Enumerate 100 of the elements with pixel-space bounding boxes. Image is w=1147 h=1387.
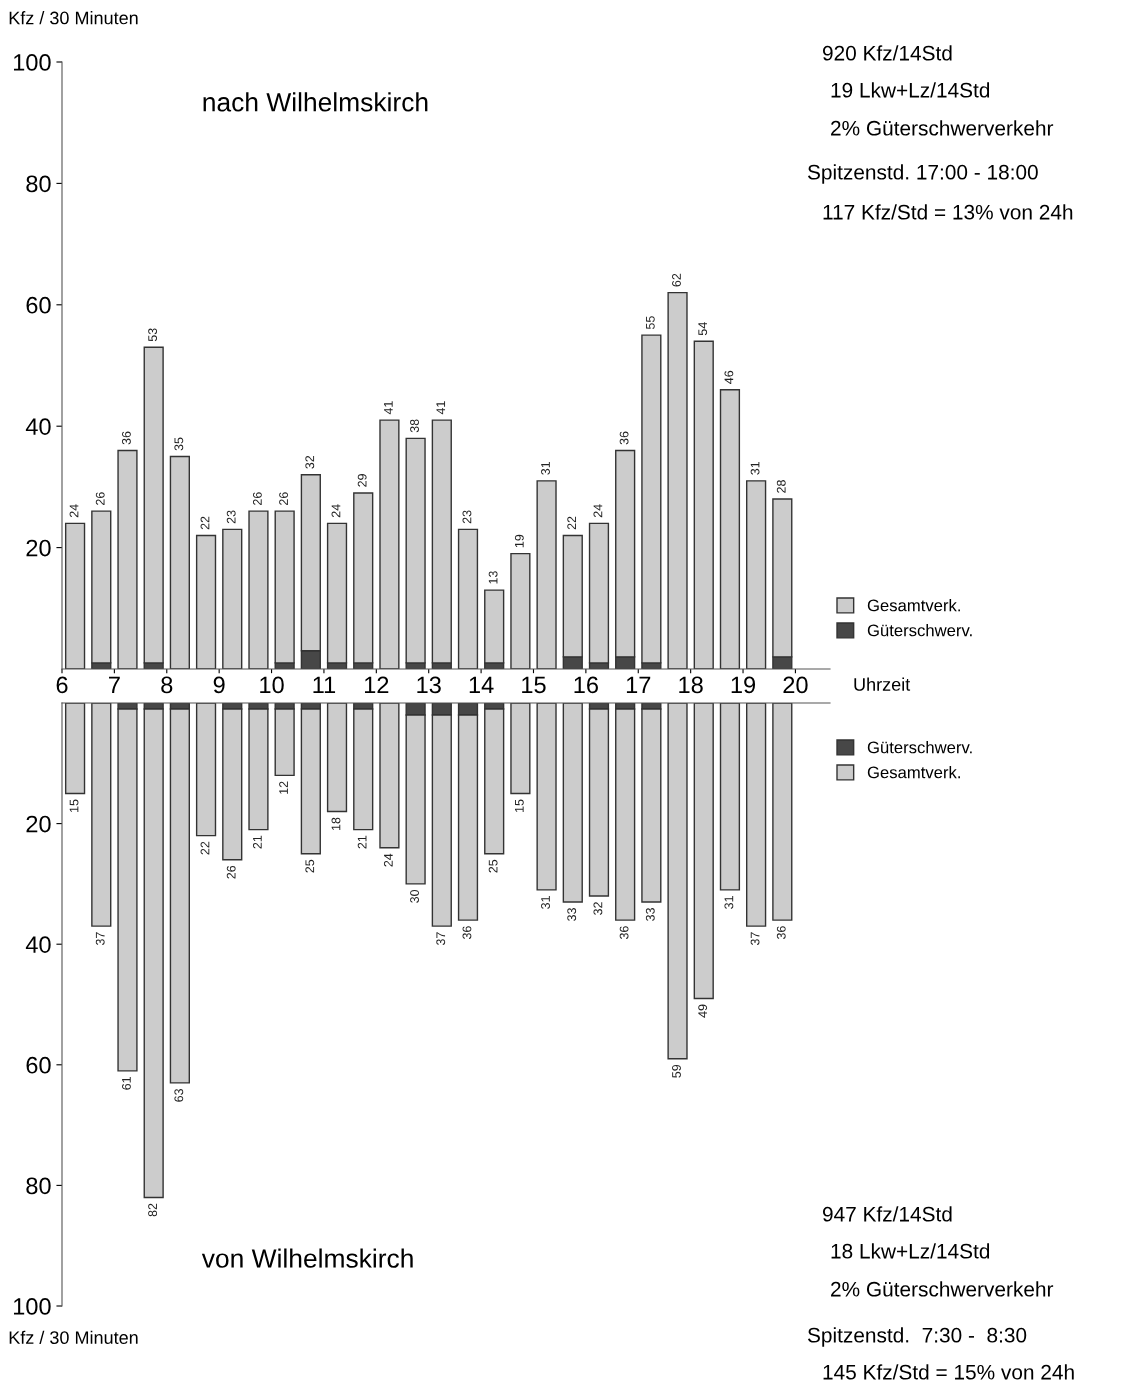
total-label: 55 xyxy=(645,316,655,330)
total-label: 54 xyxy=(698,322,708,336)
y-tick-label: 40 xyxy=(25,936,51,953)
text: 2% Güterschwerverkehr xyxy=(831,1281,1054,1297)
legend-label: Güterschwerv. xyxy=(867,624,972,637)
x-tick-label: 16 xyxy=(574,676,598,694)
x-tick-label: 7 xyxy=(109,676,120,694)
text: Gesamtverk. xyxy=(867,766,960,779)
annotation: Spitzenstd. 17:00 - 18:00 xyxy=(807,164,1038,184)
total-label: 24 xyxy=(383,853,393,867)
x-tick-label: 17 xyxy=(626,676,651,694)
bar xyxy=(484,589,505,664)
bar xyxy=(274,708,295,777)
text: 920 Kfz/14Std xyxy=(822,45,952,61)
x-tick-label: 9 xyxy=(213,676,225,694)
total-label: 37 xyxy=(436,932,446,946)
bar xyxy=(536,480,557,669)
x-tick-label: 20 xyxy=(783,676,808,694)
bar xyxy=(379,703,400,849)
bar xyxy=(91,510,112,664)
y-tick-label: 80 xyxy=(26,1177,51,1195)
y-tick-label: 40 xyxy=(25,418,51,435)
bar xyxy=(667,703,688,1060)
total-label: 31 xyxy=(750,461,760,475)
bar xyxy=(326,522,348,664)
y-tick-label: 80 xyxy=(26,175,51,193)
bar xyxy=(693,703,714,1000)
total-label: 21 xyxy=(252,835,262,849)
total-label: 13 xyxy=(488,571,498,584)
total-label: 36 xyxy=(121,431,131,445)
bar xyxy=(353,492,374,664)
y-tick-label: 20 xyxy=(26,539,51,557)
x-tick-label: 12 xyxy=(365,676,389,694)
bar xyxy=(772,703,793,921)
bar xyxy=(222,708,243,861)
total-label: 29 xyxy=(357,474,367,487)
annotation: 117 Kfz/Std = 13% von 24h xyxy=(823,204,1073,220)
total-label: 22 xyxy=(200,516,210,530)
bar xyxy=(431,419,452,664)
x-tick-label: 13 xyxy=(417,676,441,694)
total-label: 38 xyxy=(410,419,419,433)
y-tick-label: 20 xyxy=(26,815,51,833)
total-label: 30 xyxy=(410,889,419,903)
total-label: 23 xyxy=(226,510,236,524)
text: nach Wilhelmskirch xyxy=(203,92,428,112)
bar xyxy=(353,708,374,831)
bar xyxy=(562,703,583,903)
total-label: 36 xyxy=(462,926,472,940)
bar xyxy=(326,703,348,813)
total-label: 41 xyxy=(436,401,446,415)
bar xyxy=(746,480,767,669)
bar xyxy=(143,346,164,664)
x-tick-label: 18 xyxy=(679,676,703,694)
text: 145 Kfz/Std = 15% von 24h xyxy=(823,1364,1074,1380)
total-label: 31 xyxy=(541,896,550,909)
text: Güterschwerv. xyxy=(867,741,972,754)
bar xyxy=(117,449,138,669)
total-label: 26 xyxy=(226,865,236,879)
bar xyxy=(510,703,531,795)
legend-label: Gesamtverk. xyxy=(867,599,960,612)
x-tick-label: 14 xyxy=(469,676,494,694)
bar xyxy=(588,708,610,897)
total-label: 21 xyxy=(357,835,367,849)
bar xyxy=(379,419,400,669)
bar xyxy=(746,703,767,927)
total-label: 36 xyxy=(619,431,629,445)
bar xyxy=(222,528,243,669)
bar xyxy=(169,708,190,1084)
total-label: 46 xyxy=(724,370,734,384)
total-label: 19 xyxy=(514,534,524,548)
total-label: 35 xyxy=(174,437,184,451)
total-label: 36 xyxy=(776,926,786,940)
total-label: 15 xyxy=(69,799,79,812)
total-label: 24 xyxy=(593,504,603,518)
total-label: 61 xyxy=(121,1076,131,1090)
bar xyxy=(667,291,688,669)
total-label: 59 xyxy=(672,1064,681,1078)
text: Spitzenstd. 7:30 - 8:30 xyxy=(807,1327,1027,1347)
total-label: 25 xyxy=(305,859,315,873)
bar xyxy=(588,522,610,664)
total-label: 62 xyxy=(672,273,681,287)
total-label: 49 xyxy=(698,1004,708,1018)
x-axis-title: Uhrzeit xyxy=(854,677,911,691)
bar xyxy=(641,334,662,664)
bar xyxy=(195,703,217,837)
total-label: 41 xyxy=(384,401,393,415)
y-tick-label: 60 xyxy=(26,1056,51,1074)
total-label: 36 xyxy=(619,926,629,940)
x-tick-label: 15 xyxy=(522,676,546,694)
bar xyxy=(536,703,557,891)
bar xyxy=(248,510,269,669)
y-axis-title: Kfz / 30 Minuten xyxy=(9,1330,138,1345)
text: 19 Lkw+Lz/14Std xyxy=(831,82,990,98)
bar xyxy=(457,528,479,669)
text: 2% Güterschwerverkehr xyxy=(831,120,1054,136)
total-label: 63 xyxy=(174,1088,184,1102)
annotation: 947 Kfz/14Std xyxy=(822,1206,952,1222)
total-label: 26 xyxy=(95,492,105,505)
bar xyxy=(169,455,190,669)
total-label: 12 xyxy=(279,781,288,794)
